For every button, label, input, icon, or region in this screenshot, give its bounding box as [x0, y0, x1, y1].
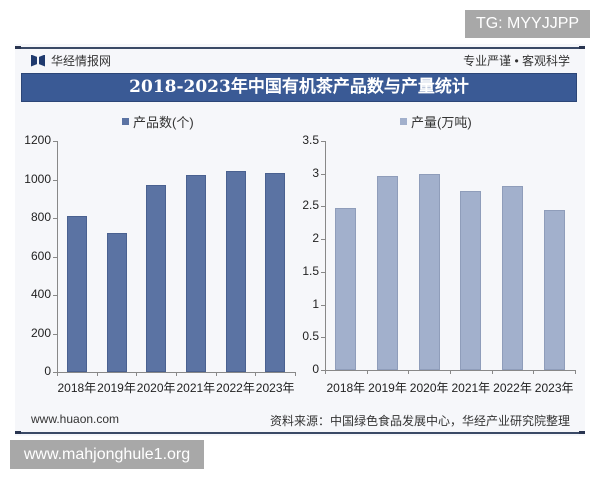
y-tick [321, 141, 325, 142]
y-tick [321, 304, 325, 306]
y-tick [321, 206, 325, 208]
top-rule-cap-left [15, 46, 21, 49]
bar-2022年 [502, 186, 523, 370]
x-tick [136, 372, 138, 376]
y-tick-label: 1000 [24, 171, 51, 186]
y-tick-label: 1 [312, 296, 319, 311]
y-tick-label: 200 [30, 325, 51, 340]
y-tick [53, 218, 57, 219]
bar-2019年 [106, 233, 127, 372]
slogan: 专业严谨 • 客观科学 [463, 54, 570, 68]
x-tick [215, 372, 217, 376]
y-tick-label: 400 [30, 287, 51, 301]
legend-label: 产品数(个) [133, 115, 194, 130]
y-tick-label: 800 [30, 210, 51, 224]
x-tick-label: 2023年 [534, 381, 574, 395]
x-tick [575, 370, 576, 374]
x-tick [533, 370, 535, 374]
y-tick [321, 173, 325, 175]
x-tick [57, 372, 58, 376]
bar-2020年 [418, 174, 440, 370]
y-tick [53, 179, 57, 181]
brand-logo-icon [31, 55, 45, 67]
top-rule-cap-right [579, 46, 585, 49]
bottom-rule [15, 432, 585, 434]
y-axis [325, 141, 326, 370]
x-tick-label: 2019年 [97, 381, 136, 395]
brand: 华经情报网 [31, 52, 111, 69]
bar-2023年 [543, 209, 565, 370]
x-tick-label: 2022年 [216, 381, 255, 395]
bar-2021年 [460, 190, 482, 370]
y-tick [53, 372, 57, 373]
bar-2021年 [185, 175, 206, 372]
y-tick-label: 0.5 [302, 329, 319, 344]
legend-swatch-icon [122, 118, 129, 125]
x-tick-label: 2021年 [451, 381, 491, 395]
x-tick [325, 370, 326, 374]
legend-swatch-icon [400, 118, 407, 125]
y-tick-label: 1200 [24, 133, 51, 147]
x-tick [408, 370, 410, 374]
bar-2020年 [146, 184, 167, 372]
y-tick-label: 1.5 [302, 263, 319, 278]
y-tick [53, 141, 57, 142]
bar-2023年 [265, 173, 286, 372]
bottom-rule-cap-left [15, 431, 21, 434]
y-tick-label: 2 [312, 231, 319, 246]
x-tick-label: 2020年 [409, 381, 449, 395]
y-tick [321, 370, 325, 371]
y-tick-label: 3.5 [302, 133, 319, 147]
y-tick [53, 333, 57, 335]
x-tick [366, 370, 368, 374]
x-tick [96, 372, 98, 376]
top-rule [15, 47, 585, 49]
x-tick [176, 372, 177, 376]
watermark-top: TG: MYYJJPP [465, 10, 590, 38]
x-tick-label: 2018年 [57, 381, 97, 395]
bar-2019年 [377, 176, 398, 370]
y-axis [57, 141, 58, 372]
legend-label: 产量(万吨) [411, 115, 472, 130]
y-tick-label: 600 [30, 248, 51, 263]
x-tick-label: 2022年 [493, 381, 532, 395]
chart-title: 2018-2023年中国有机茶产品数与产量统计 [21, 73, 577, 102]
y-tick [321, 239, 325, 241]
x-tick-label: 2021年 [176, 381, 216, 395]
x-tick-label: 2019年 [368, 381, 407, 395]
y-tick [321, 271, 325, 273]
x-tick-label: 2018年 [326, 381, 366, 395]
legend-right: 产量(万吨) [400, 112, 472, 131]
bottom-rule-cap-right [579, 431, 585, 434]
x-tick-label: 2020年 [136, 381, 176, 395]
footer-source: 资料来源：中国绿色食品发展中心，华经产业研究院整理 [269, 414, 570, 428]
watermark-bottom: www.mahjonghule1.org [10, 440, 204, 469]
x-tick [255, 372, 257, 376]
y-tick-label: 0 [44, 364, 51, 378]
legend-left: 产品数(个) [122, 112, 194, 131]
bar-2018年 [66, 216, 87, 372]
x-tick [295, 372, 296, 376]
y-tick-label: 2.5 [302, 198, 319, 213]
y-tick [53, 256, 57, 258]
y-tick-label: 0 [312, 362, 319, 376]
x-tick [450, 370, 451, 374]
y-tick [53, 295, 57, 296]
x-tick [491, 370, 493, 374]
y-tick-label: 3 [312, 165, 319, 180]
y-tick [321, 337, 325, 339]
bar-2022年 [225, 170, 246, 372]
brand-name: 华经情报网 [51, 54, 112, 68]
x-tick-label: 2023年 [255, 381, 295, 395]
bar-2018年 [335, 208, 357, 370]
footer-website: www.huaon.com [31, 412, 120, 426]
